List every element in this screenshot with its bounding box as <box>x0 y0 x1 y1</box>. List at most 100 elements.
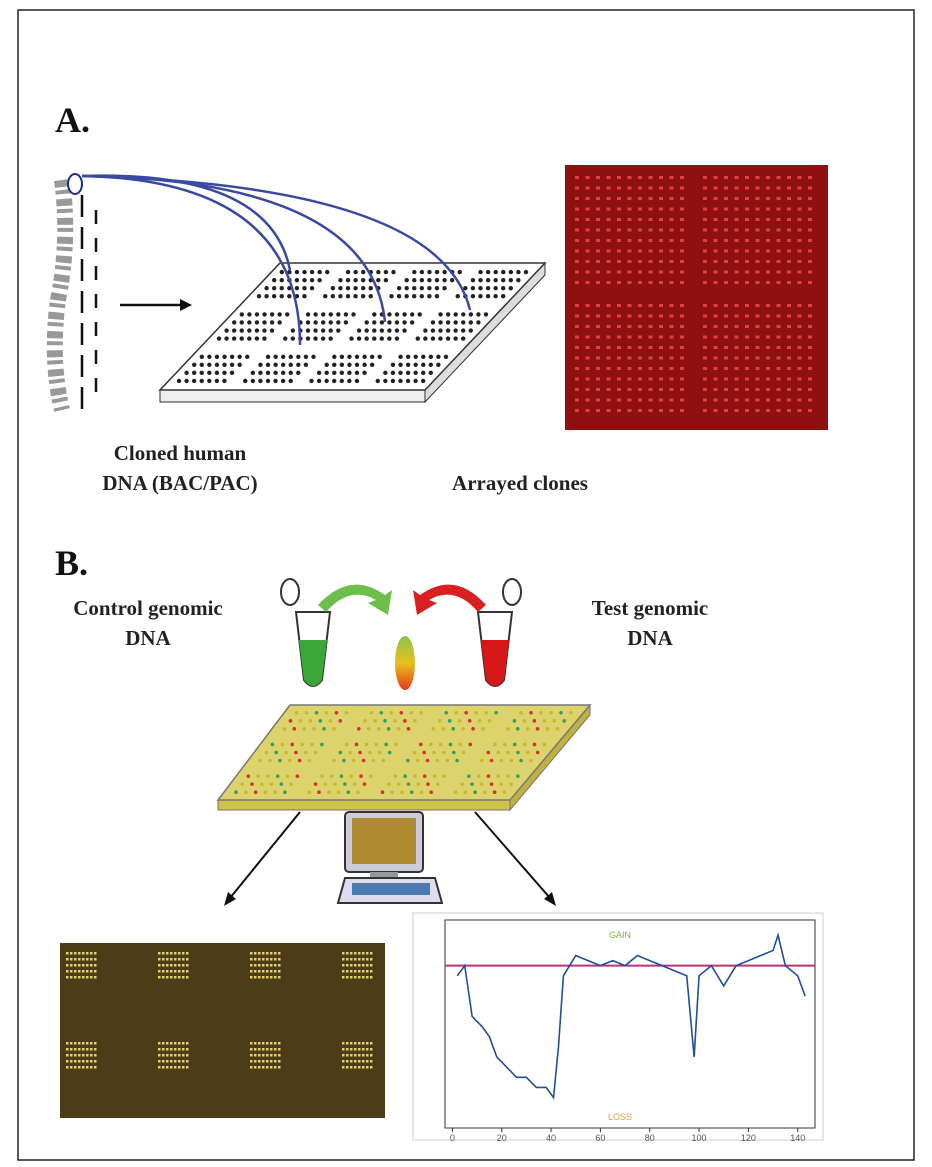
spot <box>162 1042 165 1045</box>
spot <box>638 260 642 263</box>
spot <box>628 315 632 318</box>
spot <box>376 278 380 282</box>
spot <box>607 250 611 253</box>
spot <box>262 1054 265 1057</box>
spot <box>670 176 674 179</box>
spot <box>436 782 440 786</box>
spot <box>324 371 328 375</box>
spot <box>607 388 611 391</box>
spot <box>703 229 707 232</box>
spot <box>274 1042 277 1045</box>
spot <box>90 1054 93 1057</box>
spot <box>90 1048 93 1051</box>
spot <box>250 1048 253 1051</box>
spot <box>166 976 169 979</box>
arrow <box>230 812 300 898</box>
spot <box>281 363 285 367</box>
spot <box>345 743 349 747</box>
spot <box>94 1042 97 1045</box>
spot <box>808 197 812 200</box>
spot <box>310 278 314 282</box>
spot <box>575 229 579 232</box>
spot <box>94 970 97 973</box>
spot <box>670 325 674 328</box>
spot <box>358 964 361 967</box>
spot <box>586 304 590 307</box>
spot <box>659 399 663 402</box>
spot <box>397 294 401 298</box>
spot <box>258 379 262 383</box>
spot <box>473 790 477 794</box>
spot <box>484 711 488 715</box>
spot <box>340 371 344 375</box>
spot <box>317 278 321 282</box>
spot <box>808 208 812 211</box>
spot <box>638 388 642 391</box>
spot <box>596 304 600 307</box>
spot <box>378 751 382 755</box>
spot <box>798 325 802 328</box>
spot <box>254 952 257 955</box>
spot <box>350 970 353 973</box>
spot <box>628 346 632 349</box>
spot <box>90 958 93 961</box>
spot <box>471 727 475 731</box>
spot <box>280 278 284 282</box>
spot <box>586 399 590 402</box>
spot <box>70 1054 73 1057</box>
spot <box>336 328 340 332</box>
spot <box>617 336 621 339</box>
spot <box>370 976 373 979</box>
spot <box>362 1060 365 1063</box>
spot <box>166 1054 169 1057</box>
spot <box>432 727 436 731</box>
spot <box>332 355 336 359</box>
spot <box>481 727 485 731</box>
spot <box>94 1066 97 1069</box>
spot <box>362 964 365 967</box>
spot <box>281 355 285 359</box>
spot <box>808 367 812 370</box>
spot <box>258 1066 261 1069</box>
spot <box>724 187 728 190</box>
spot <box>617 197 621 200</box>
spot <box>170 952 173 955</box>
spot <box>313 336 317 340</box>
spot <box>270 1054 273 1057</box>
spot <box>478 719 482 723</box>
spot <box>703 325 707 328</box>
spot <box>302 270 306 274</box>
spot <box>353 278 357 282</box>
spot <box>158 970 161 973</box>
spot <box>506 727 510 731</box>
spot <box>366 1048 369 1051</box>
spot <box>454 711 458 715</box>
spot <box>493 790 497 794</box>
mixed-dna <box>395 636 415 690</box>
spot <box>745 367 749 370</box>
spot <box>586 409 590 412</box>
spot <box>462 751 466 755</box>
spot <box>266 976 269 979</box>
spot <box>628 304 632 307</box>
spot <box>526 751 530 755</box>
spot <box>384 270 388 274</box>
spot <box>562 719 566 723</box>
spot <box>735 187 739 190</box>
spot <box>607 325 611 328</box>
spot <box>596 229 600 232</box>
spot <box>365 320 369 324</box>
spot <box>756 239 760 242</box>
spot <box>272 294 276 298</box>
spot <box>670 229 674 232</box>
spot <box>435 270 439 274</box>
spot <box>596 399 600 402</box>
spot <box>596 208 600 211</box>
spot <box>353 270 357 274</box>
spot <box>680 367 684 370</box>
spot <box>670 250 674 253</box>
spot <box>90 1060 93 1063</box>
spot <box>416 336 420 340</box>
spot <box>170 970 173 973</box>
spot <box>359 774 363 778</box>
